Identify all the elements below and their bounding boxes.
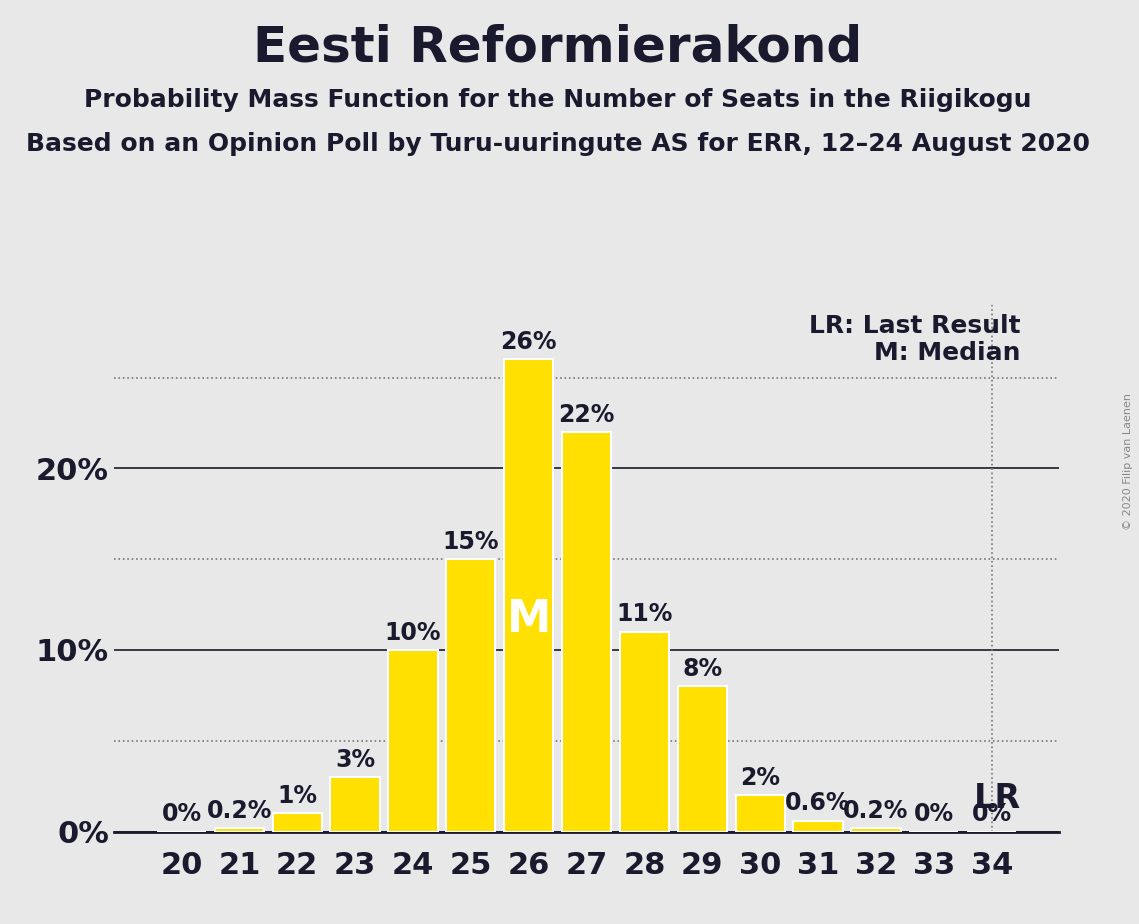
Bar <box>446 559 495 832</box>
Text: 11%: 11% <box>616 602 673 626</box>
Text: 1%: 1% <box>277 784 318 808</box>
Text: 0%: 0% <box>162 802 202 826</box>
Text: 0.2%: 0.2% <box>206 798 272 822</box>
Text: 26%: 26% <box>500 330 557 354</box>
Bar <box>388 650 437 832</box>
Text: 10%: 10% <box>385 621 441 645</box>
Bar <box>736 796 785 832</box>
Bar <box>272 813 322 832</box>
Bar <box>215 828 264 832</box>
Bar <box>330 777 379 832</box>
Bar <box>794 821 843 832</box>
Text: 0.6%: 0.6% <box>785 791 851 815</box>
Text: M: M <box>507 598 551 640</box>
Text: © 2020 Filip van Laenen: © 2020 Filip van Laenen <box>1123 394 1133 530</box>
Text: Based on an Opinion Poll by Turu-uuringute AS for ERR, 12–24 August 2020: Based on an Opinion Poll by Turu-uuringu… <box>26 132 1090 156</box>
Text: M: Median: M: Median <box>874 341 1021 365</box>
Text: 0%: 0% <box>913 802 953 826</box>
Bar <box>620 632 669 832</box>
Text: LR: LR <box>974 783 1021 815</box>
Bar <box>851 828 901 832</box>
Bar <box>678 687 727 832</box>
Text: 22%: 22% <box>558 403 615 427</box>
Text: 8%: 8% <box>682 657 722 681</box>
Text: 3%: 3% <box>335 748 375 772</box>
Bar <box>505 359 554 832</box>
Text: Eesti Reformierakond: Eesti Reformierakond <box>254 23 862 71</box>
Text: Probability Mass Function for the Number of Seats in the Riigikogu: Probability Mass Function for the Number… <box>84 88 1032 112</box>
Text: LR: Last Result: LR: Last Result <box>809 314 1021 338</box>
Bar <box>562 432 612 832</box>
Text: 15%: 15% <box>443 529 499 553</box>
Text: 0%: 0% <box>972 802 1011 826</box>
Text: 0.2%: 0.2% <box>843 798 909 822</box>
Text: 2%: 2% <box>740 766 780 790</box>
